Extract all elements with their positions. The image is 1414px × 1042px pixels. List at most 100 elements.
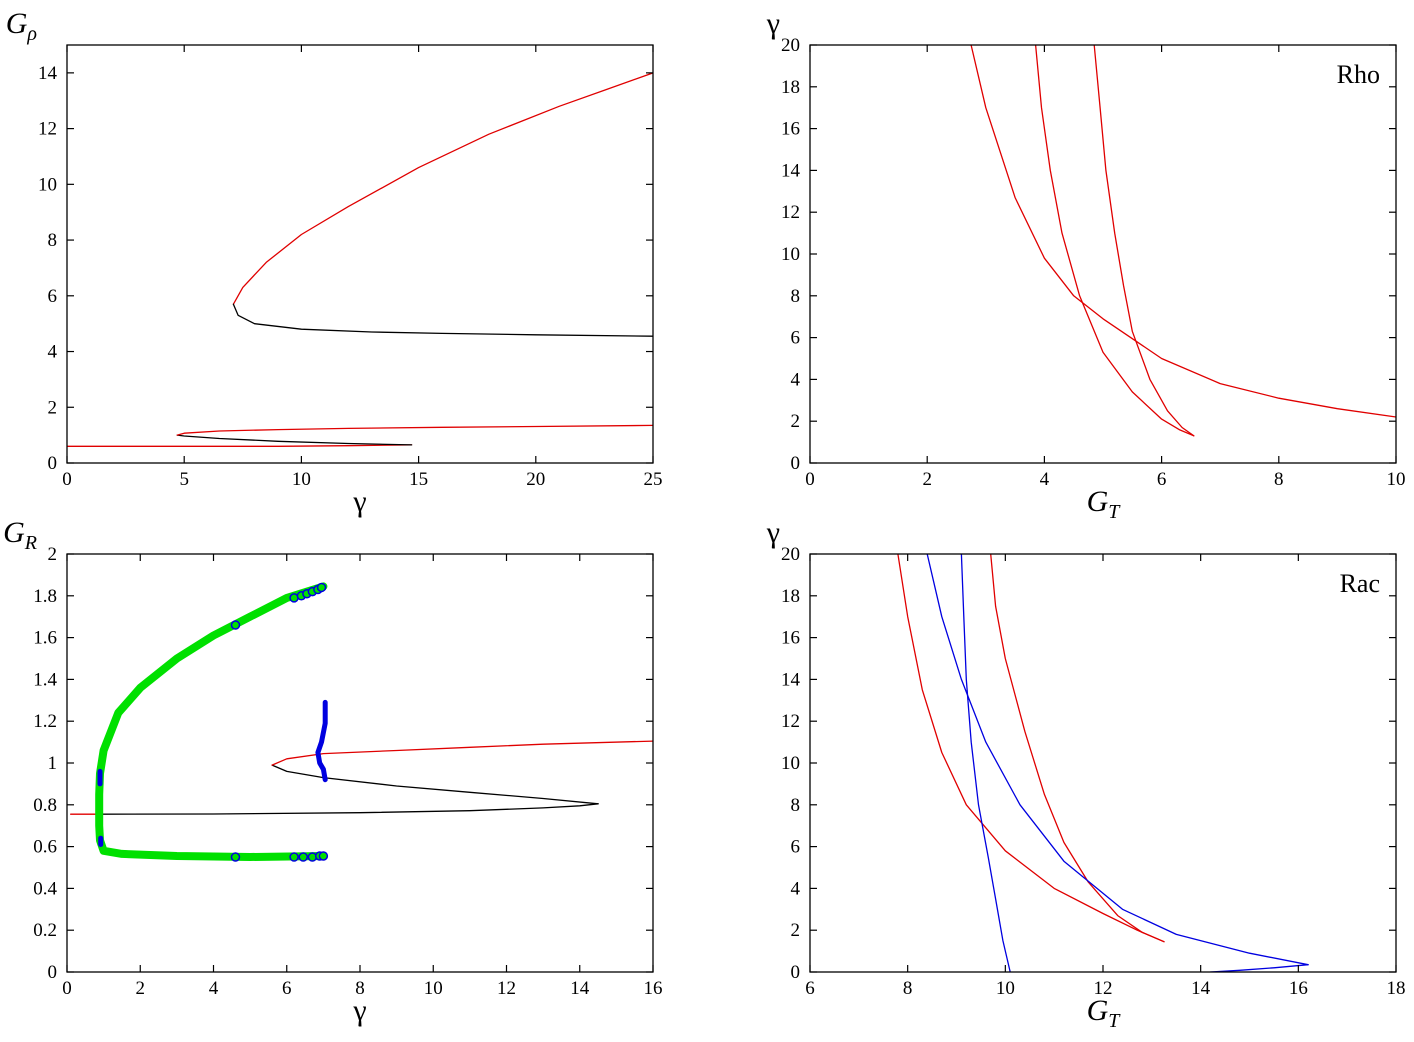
y-axis-label-sub: ρ: [26, 23, 37, 45]
series-red-2: [1093, 45, 1195, 437]
panel-annotation: Rho: [1337, 60, 1380, 89]
y-tick-label: 12: [781, 202, 800, 223]
x-tick-label: 14: [570, 978, 590, 999]
x-tick-label: 6: [1157, 469, 1167, 490]
series-black-3: [176, 434, 413, 446]
x-axis-label-sub: T: [1108, 501, 1121, 523]
y-tick-label: 2: [791, 920, 801, 941]
y-tick-label: 1.2: [33, 711, 57, 732]
series-red-4: [176, 424, 653, 436]
y-tick-label: 6: [791, 328, 801, 349]
y-axis-label: Gρ: [6, 7, 37, 45]
y-tick-label: 20: [781, 544, 800, 565]
series-red-1: [990, 554, 1165, 943]
x-tick-label: 20: [526, 469, 545, 490]
x-tick-label: 2: [922, 469, 932, 490]
y-axis-label-sub: R: [24, 532, 37, 554]
series-black-1: [95, 803, 599, 815]
y-tick-label: 16: [781, 628, 800, 649]
y-tick-label: 8: [791, 286, 801, 307]
y-tick-label: 0.4: [33, 878, 57, 899]
x-tick-label: 12: [1094, 978, 1113, 999]
marker-point: [316, 582, 327, 593]
y-tick-label: 1.8: [33, 586, 57, 607]
y-tick-label: 12: [781, 711, 800, 732]
x-tick-label: 12: [497, 978, 516, 999]
y-axis-label: GR: [3, 516, 37, 554]
series-red-1: [1034, 45, 1195, 437]
y-axis-label-base: G: [6, 7, 28, 40]
x-tick-label: 2: [136, 978, 146, 999]
plot-area: [897, 554, 1309, 972]
y-tick-label: 0: [791, 453, 801, 474]
x-tick-label: 0: [805, 469, 815, 490]
x-tick-label: 10: [1387, 469, 1406, 490]
series-red-0: [970, 45, 1396, 418]
series-red-0: [232, 72, 653, 305]
marker-point: [289, 852, 299, 862]
y-tick-label: 18: [781, 586, 800, 607]
plot-frame: [66, 44, 654, 464]
y-tick-label: 4: [791, 878, 801, 899]
marker-point: [298, 852, 308, 862]
x-axis-label: GT: [1087, 485, 1122, 523]
y-tick-label: 0.6: [33, 837, 57, 858]
x-tick-label: 0: [62, 978, 72, 999]
plot-frame: [809, 44, 1397, 464]
panel-annotation: Rac: [1340, 569, 1380, 598]
y-axis-label-base: G: [3, 516, 25, 549]
y-tick-label: 10: [38, 174, 57, 195]
y-tick-label: 1: [48, 753, 58, 774]
x-axis-label-base: G: [1087, 485, 1109, 518]
plot-area: [70, 582, 653, 862]
y-tick-label: 16: [781, 119, 800, 140]
series-green-4: [95, 582, 328, 861]
series-blue-5: [315, 699, 328, 783]
y-axis-label: γ: [766, 516, 780, 549]
x-tick-label: 8: [355, 978, 365, 999]
plot-frame: [66, 553, 654, 973]
x-axis-label-sub: T: [1108, 1010, 1121, 1032]
series-black-2: [271, 764, 599, 805]
y-tick-label: 10: [781, 753, 800, 774]
series-blue-3: [1209, 964, 1309, 972]
x-tick-label: 14: [1191, 978, 1211, 999]
x-tick-label: 10: [292, 469, 311, 490]
x-tick-label: 15: [409, 469, 428, 490]
plot-area: [970, 45, 1396, 437]
y-tick-label: 4: [48, 342, 58, 363]
y-tick-label: 8: [48, 230, 58, 251]
y-tick-label: 20: [781, 35, 800, 56]
series-black-1: [232, 303, 653, 337]
y-tick-label: 4: [791, 369, 801, 390]
series-red-0: [897, 554, 1165, 943]
x-tick-label: 5: [179, 469, 189, 490]
x-axis-label-base: G: [1087, 994, 1109, 1027]
x-tick-label: 10: [424, 978, 443, 999]
x-tick-label: 0: [62, 469, 72, 490]
x-axis-label: γ: [352, 485, 366, 518]
series-red-2: [67, 444, 413, 447]
y-tick-label: 6: [48, 286, 58, 307]
x-tick-label: 8: [1274, 469, 1284, 490]
x-tick-label: 8: [903, 978, 913, 999]
x-tick-label: 25: [644, 469, 663, 490]
x-tick-label: 16: [1289, 978, 1308, 999]
y-tick-label: 12: [38, 119, 57, 140]
y-tick-label: 1.4: [33, 669, 57, 690]
chart-bottom-left: 0 2 4 6 8 10 12 14 16 0 0.2 0.4 0.6 0.8 1 1.2 1.4 1.6 1.8 2…: [3, 516, 662, 1027]
y-tick-label: 2: [48, 544, 58, 565]
x-tick-label: 4: [209, 978, 219, 999]
y-tick-label: 0: [48, 453, 58, 474]
chart-top-left: 0 5 10 15 20 25 0 2 4 6 8 10 12 14 γ Gρ: [6, 7, 663, 518]
marker-point: [230, 620, 241, 630]
y-tick-label: 2: [48, 397, 58, 418]
y-tick-label: 14: [38, 63, 58, 84]
x-tick-label: 4: [1040, 469, 1050, 490]
x-tick-label: 6: [282, 978, 292, 999]
y-axis-label: γ: [766, 7, 780, 40]
marker-point: [230, 852, 241, 862]
y-tick-label: 0: [48, 962, 58, 983]
y-tick-label: 0.2: [33, 920, 57, 941]
